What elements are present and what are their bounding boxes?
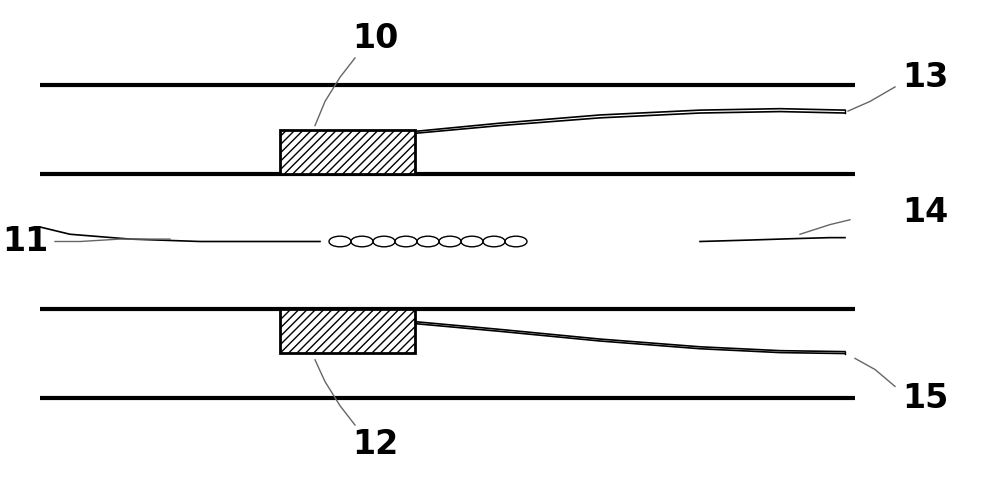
Text: 12: 12 (352, 428, 398, 461)
Text: 13: 13 (902, 61, 948, 94)
Bar (280, 309, 415, 353)
Text: 15: 15 (902, 382, 948, 415)
Text: 11: 11 (2, 225, 48, 258)
Text: 10: 10 (352, 22, 398, 55)
Text: 14: 14 (902, 196, 948, 229)
Bar (280, 130, 415, 174)
